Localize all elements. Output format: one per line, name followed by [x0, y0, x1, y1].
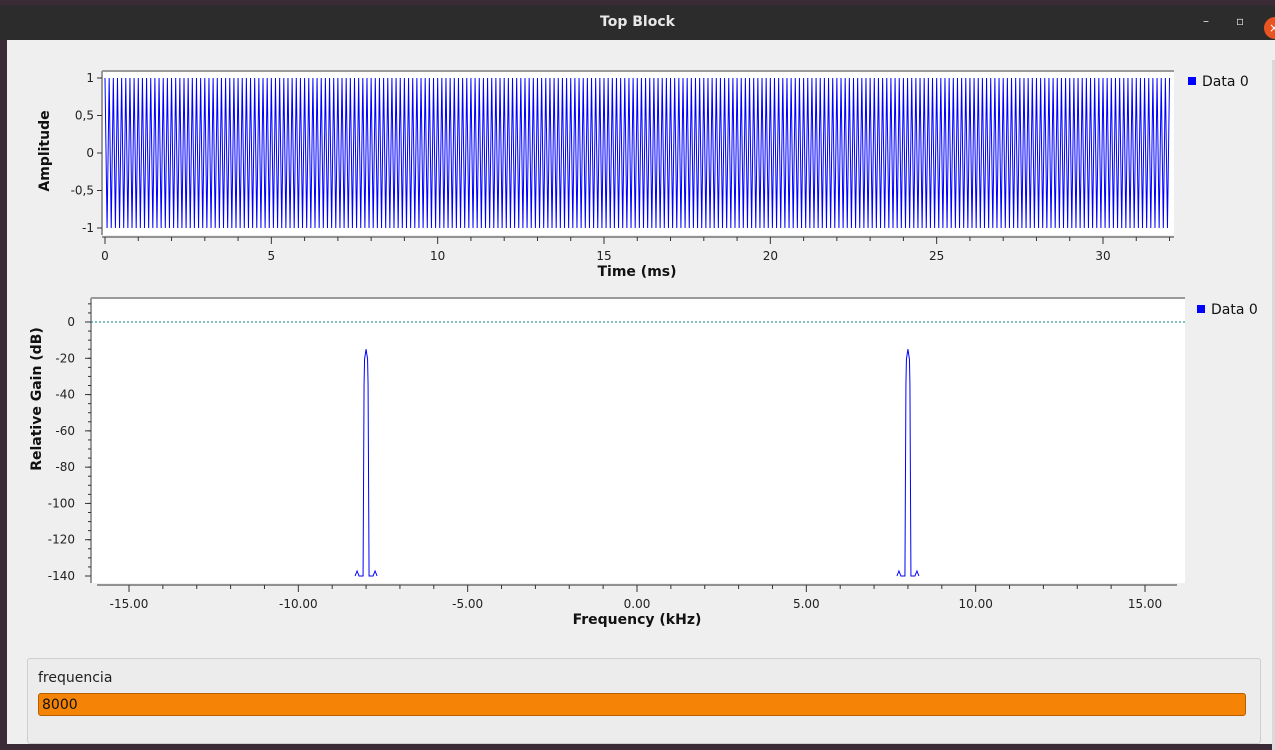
- frequencia-control-panel: frequencia: [27, 658, 1261, 744]
- time-plot-ytick-label: 1: [86, 71, 94, 85]
- minimize-button[interactable]: –: [1203, 14, 1209, 28]
- freq-plot-area: [91, 298, 1185, 583]
- freq-plot-ytick-label: -60: [55, 424, 75, 438]
- freq-plot-legend-label: Data 0: [1211, 302, 1258, 318]
- close-button[interactable]: ×: [1264, 17, 1275, 39]
- time-plot-ytick-label: -0,5: [71, 184, 94, 198]
- vertical-scrollbar[interactable]: [1272, 60, 1275, 750]
- freq-plot-xtick-label: -10.00: [279, 597, 318, 611]
- freq-plot-xtick-label: 0.00: [624, 597, 651, 611]
- time-plot-xtick-label: 0: [101, 249, 109, 263]
- window-titlebar: Top Block – ▫ ×: [0, 5, 1275, 40]
- time-plot-ytick-label: 0,5: [75, 109, 94, 123]
- freq-plot-legend[interactable]: Data 0: [1197, 302, 1258, 318]
- time-plot-series-data0: [104, 77, 1171, 229]
- time-plot-xtick-label: 20: [763, 249, 778, 263]
- freq-plot-ytick-label: -80: [55, 460, 75, 474]
- freq-plot-ytick-label: -100: [48, 496, 75, 510]
- freq-plot-peak: [896, 349, 920, 577]
- frequencia-label: frequencia: [38, 670, 113, 686]
- time-plot-xtick-label: 10: [430, 249, 445, 263]
- time-plot-xtick-label: 30: [1095, 249, 1110, 263]
- freq-plot-ytick-label: -20: [55, 351, 75, 365]
- time-plot-legend[interactable]: Data 0: [1188, 74, 1249, 90]
- frequencia-input[interactable]: [38, 693, 1246, 716]
- time-plot-legend-label: Data 0: [1202, 74, 1249, 90]
- time-plot-ylabel: Amplitude: [37, 110, 53, 192]
- freq-plot-xlabel: Frequency (kHz): [572, 612, 702, 628]
- freq-plot-ytick-label: -40: [55, 388, 75, 402]
- legend-swatch-data0: [1188, 77, 1196, 85]
- freq-plot-ylabel: Relative Gain (dB): [29, 327, 45, 471]
- freq-plot-xtick-label: -5.00: [452, 597, 483, 611]
- freq-plot-ytick-label: 0: [67, 315, 75, 329]
- freq-plot-ytick-label: -120: [48, 533, 75, 547]
- freq-plot-xtick-label: 15.00: [1128, 597, 1162, 611]
- main-window-content: 1 0,5 0 -0,5 -1 0 5 10 15 20 25 30 0 -20 -40 -60 -80 -100…: [7, 40, 1275, 750]
- legend-swatch-data0: [1197, 305, 1205, 313]
- freq-plot-xtick-label: 5.00: [793, 597, 820, 611]
- freq-plot-xtick-label: -15.00: [110, 597, 149, 611]
- freq-plot-xtick-label: 10.00: [958, 597, 992, 611]
- time-plot-xtick-label: 5: [268, 249, 276, 263]
- time-plot-xlabel: Time (ms): [597, 264, 677, 280]
- window-title: Top Block: [600, 14, 675, 30]
- time-plot-ytick-label: -1: [82, 221, 94, 235]
- freq-plot-peak: [354, 349, 378, 577]
- maximize-button[interactable]: ▫: [1236, 14, 1245, 28]
- freq-plot-ytick-label: -140: [48, 569, 75, 583]
- time-plot-xtick-label: 15: [596, 249, 611, 263]
- time-plot-xtick-label: 25: [929, 249, 944, 263]
- time-plot-ytick-label: 0: [86, 146, 94, 160]
- plots-canvas: 1 0,5 0 -0,5 -1 0 5 10 15 20 25 30 0 -20 -40 -60 -80 -100…: [48, 70, 1185, 611]
